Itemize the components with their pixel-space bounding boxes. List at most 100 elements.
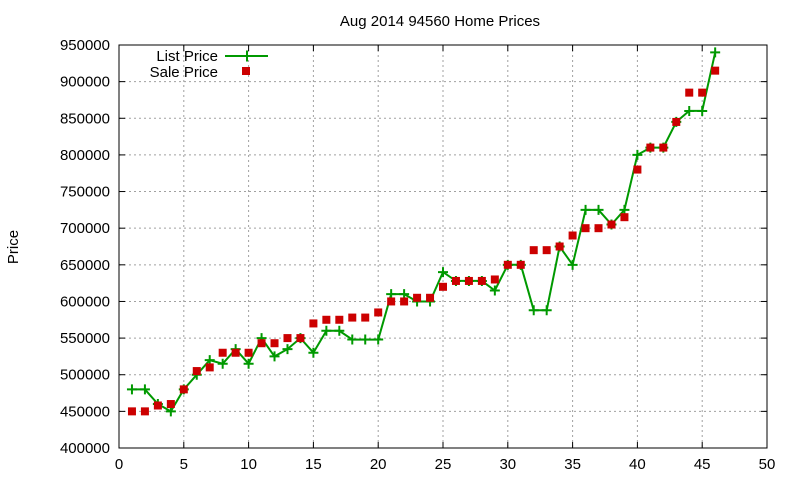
list-price-point bbox=[593, 204, 604, 215]
sale-price-point bbox=[231, 348, 240, 357]
sale-price-point bbox=[581, 224, 590, 233]
y-tick-label: 550000 bbox=[60, 330, 110, 347]
y-tick-label: 400000 bbox=[60, 440, 110, 457]
sale-price-point bbox=[439, 282, 447, 291]
sale-price-point bbox=[607, 220, 616, 229]
x-tick-label: 50 bbox=[759, 456, 776, 473]
sale-price-point bbox=[140, 407, 149, 416]
sale-price-point bbox=[257, 339, 266, 348]
sale-price-point bbox=[646, 143, 655, 152]
list-price-point bbox=[321, 325, 332, 336]
list-price-point bbox=[243, 358, 254, 369]
sale-price-point bbox=[322, 315, 331, 324]
list-price-point bbox=[489, 285, 500, 296]
sale-price-point bbox=[620, 213, 629, 222]
list-price-point bbox=[580, 204, 591, 215]
x-tick-label: 0 bbox=[115, 456, 123, 473]
legend-marker-sale-price bbox=[242, 67, 250, 75]
sale-price-point bbox=[413, 293, 422, 302]
list-price-point bbox=[334, 325, 345, 336]
x-tick-label: 25 bbox=[435, 456, 452, 473]
legend-marker-list-price bbox=[241, 50, 253, 62]
sale-price-point bbox=[218, 348, 227, 357]
x-tick-label: 15 bbox=[305, 456, 322, 473]
list-price-point bbox=[373, 334, 384, 345]
sale-price-point bbox=[503, 260, 512, 269]
sale-price-point bbox=[633, 165, 642, 174]
sale-price-point bbox=[698, 88, 707, 97]
sale-price-point bbox=[335, 315, 344, 324]
list-price-point bbox=[684, 105, 695, 116]
sale-price-point bbox=[477, 276, 486, 285]
sale-price-point bbox=[361, 313, 370, 322]
sale-price-point bbox=[542, 246, 551, 255]
list-price-point bbox=[282, 344, 293, 355]
x-tick-label: 40 bbox=[629, 456, 646, 473]
sale-price-point bbox=[400, 297, 409, 306]
y-axis-label: Price bbox=[5, 230, 22, 264]
sale-price-point bbox=[192, 367, 201, 376]
list-price-point bbox=[541, 305, 552, 316]
sale-price-point bbox=[711, 66, 720, 75]
sale-price-point bbox=[529, 246, 538, 255]
list-price-point bbox=[347, 334, 358, 345]
sale-price-point bbox=[296, 334, 305, 343]
y-tick-label: 650000 bbox=[60, 257, 110, 274]
legend: List Price Sale Price bbox=[150, 48, 268, 81]
list-price-point bbox=[710, 47, 721, 58]
sale-price-point bbox=[659, 143, 668, 152]
y-tick-label: 950000 bbox=[60, 37, 110, 54]
list-price-point bbox=[528, 305, 539, 316]
sale-price-point bbox=[426, 293, 435, 302]
series-layer bbox=[126, 47, 721, 417]
sale-price-point bbox=[283, 334, 292, 343]
y-tick-label: 750000 bbox=[60, 184, 110, 201]
sale-price-point bbox=[270, 339, 279, 348]
y-tick-label: 600000 bbox=[60, 293, 110, 310]
sale-price-point bbox=[153, 401, 162, 410]
sale-price-point bbox=[309, 319, 318, 328]
sale-price-point bbox=[244, 348, 253, 357]
list-price-point bbox=[567, 259, 578, 270]
list-price-point bbox=[269, 351, 280, 362]
legend-label-list-price: List Price bbox=[156, 48, 218, 65]
y-tick-label: 900000 bbox=[60, 74, 110, 91]
list-price-point bbox=[360, 334, 371, 345]
sale-price-point bbox=[348, 313, 357, 322]
list-price-point bbox=[126, 384, 137, 395]
x-tick-label: 5 bbox=[180, 456, 188, 473]
y-tick-label: 500000 bbox=[60, 367, 110, 384]
y-tick-label: 450000 bbox=[60, 403, 110, 420]
x-tick-label: 20 bbox=[370, 456, 387, 473]
x-tick-label: 10 bbox=[240, 456, 257, 473]
chart-title: Aug 2014 94560 Home Prices bbox=[340, 13, 540, 30]
sale-price-point bbox=[374, 308, 383, 317]
sale-price-point bbox=[464, 276, 473, 285]
list-price-point bbox=[139, 384, 150, 395]
axis-ticks: 0 5 10 15 20 25 30 35 40 45 50 400000 450000 500000 55… bbox=[60, 37, 775, 473]
sale-price-point bbox=[179, 385, 188, 394]
x-tick-label: 35 bbox=[564, 456, 581, 473]
sale-price-point bbox=[516, 260, 525, 269]
sale-price-point bbox=[555, 242, 564, 251]
sale-price-point bbox=[594, 224, 603, 233]
list-price-point bbox=[632, 149, 643, 160]
sale-price-point bbox=[127, 407, 136, 416]
y-tick-label: 800000 bbox=[60, 147, 110, 164]
sale-price-point bbox=[568, 231, 577, 240]
x-tick-label: 45 bbox=[694, 456, 711, 473]
sale-price-point bbox=[205, 363, 214, 372]
x-tick-label: 30 bbox=[499, 456, 516, 473]
list-price-point bbox=[438, 267, 448, 278]
list-price-point bbox=[217, 358, 228, 369]
sale-price-point bbox=[166, 400, 175, 409]
y-tick-label: 700000 bbox=[60, 220, 110, 237]
sale-price-point bbox=[672, 117, 681, 126]
legend-label-sale-price: Sale Price bbox=[150, 64, 218, 81]
sale-price-point bbox=[451, 276, 460, 285]
list-price-point bbox=[697, 105, 708, 116]
grid-lines bbox=[119, 45, 767, 448]
sale-price-point bbox=[387, 297, 396, 306]
